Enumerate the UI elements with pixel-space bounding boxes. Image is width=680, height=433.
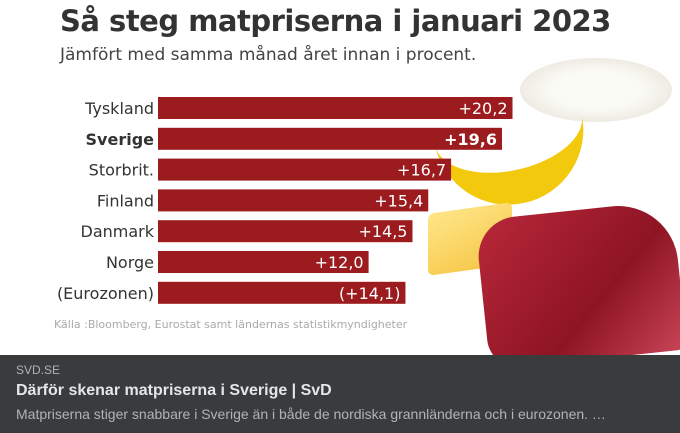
chart-title: Så steg matpriserna i januari 2023 bbox=[60, 4, 611, 38]
value-label: (+14,1) bbox=[339, 284, 401, 303]
preview-footer[interactable]: SVD.SE Därför skenar matpriserna i Sveri… bbox=[0, 355, 680, 433]
value-label: +16,7 bbox=[397, 161, 446, 180]
preview-image[interactable]: Så steg matpriserna i januari 2023 Jämfö… bbox=[0, 0, 680, 355]
value-label: +12,0 bbox=[315, 253, 364, 272]
bar-5 bbox=[158, 251, 369, 273]
value-label: +14,5 bbox=[358, 222, 407, 241]
value-label: +19,6 bbox=[444, 130, 497, 149]
bar-6 bbox=[158, 281, 406, 304]
value-label: +20,2 bbox=[458, 99, 507, 118]
preview-headline[interactable]: Därför skenar matpriserna i Sverige | Sv… bbox=[16, 382, 332, 399]
bar-2 bbox=[158, 158, 452, 181]
category-label: Finland bbox=[97, 191, 154, 210]
value-label: +15,4 bbox=[374, 191, 423, 210]
bar-chart: Tyskland +20,2 Sverige +19,6 Storbrit. +16,7 F… bbox=[57, 97, 513, 304]
bar-1 bbox=[158, 127, 502, 150]
preview-description: Matpriserna stiger snabbare i Sverige än… bbox=[16, 406, 606, 422]
category-label: Storbrit. bbox=[89, 161, 154, 180]
preview-domain: SVD.SE bbox=[16, 363, 61, 377]
category-label: Tyskland bbox=[84, 99, 154, 118]
category-label: Sverige bbox=[86, 130, 155, 149]
bar-4 bbox=[158, 220, 413, 243]
bar-0 bbox=[158, 97, 513, 119]
category-label: (Eurozonen) bbox=[57, 284, 154, 303]
bar-3 bbox=[158, 189, 429, 212]
chart-source: Källa :Bloomberg, Eurostat samt länderna… bbox=[54, 318, 408, 331]
category-label: Danmark bbox=[81, 222, 155, 241]
rice-image bbox=[520, 58, 672, 122]
category-label: Norge bbox=[106, 253, 154, 272]
chart-subtitle: Jämfört med samma månad året innan i pro… bbox=[60, 45, 477, 65]
